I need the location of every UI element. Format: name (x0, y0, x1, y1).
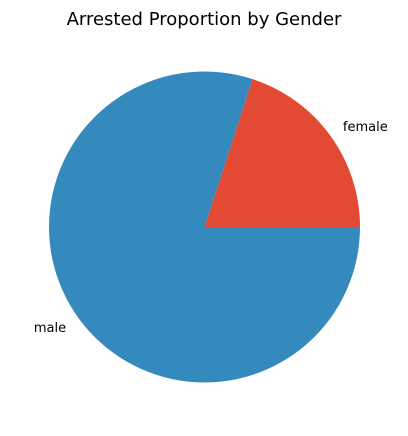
pie-label-female: female (343, 120, 388, 135)
pie-slice-female (204, 79, 360, 227)
pie-labels: female male (34, 120, 388, 336)
pie-label-male: male (34, 321, 66, 336)
chart-title: Arrested Proportion by Gender (67, 9, 342, 30)
pie-slice-male (49, 71, 361, 383)
pie-slices (49, 71, 361, 383)
